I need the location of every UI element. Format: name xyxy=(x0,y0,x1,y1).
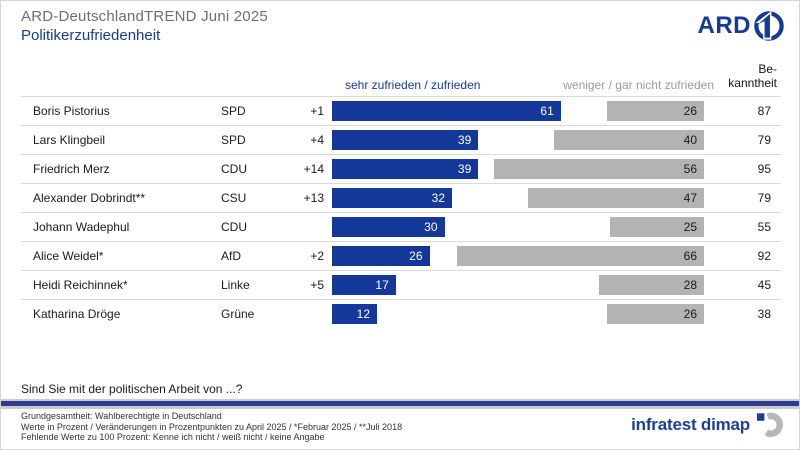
bekanntheit-value: 87 xyxy=(757,104,771,118)
bekanntheit-value: 79 xyxy=(757,133,771,147)
table-row: Heidi Reichinnek* Linke +5 17 28 45 xyxy=(21,270,781,299)
table-row: Johann Wadephul CDU 30 25 55 xyxy=(21,212,781,241)
unsatisfied-bar: 26 xyxy=(606,304,704,324)
bekanntheit-value: 45 xyxy=(757,278,771,292)
footnote-line: Grundgesamtheit: Wahlberechtigte in Deut… xyxy=(21,411,222,421)
satisfied-bar: 30 xyxy=(332,217,445,237)
bar-track: 17 28 xyxy=(332,275,704,295)
table-row: Alexander Dobrindt** CSU +13 32 47 79 xyxy=(21,183,781,212)
bar-track: 61 26 xyxy=(332,101,704,121)
politician-name: Alexander Dobrindt** xyxy=(33,191,146,205)
satisfied-value: 61 xyxy=(540,104,554,118)
change-value: +5 xyxy=(310,278,324,292)
page-subtitle: Politikerzufriedenheit xyxy=(21,27,161,44)
table-row: Alice Weidel* AfD +2 26 66 92 xyxy=(21,241,781,270)
survey-question: Sind Sie mit der politischen Arbeit von … xyxy=(21,382,243,396)
unsatisfied-bar: 25 xyxy=(610,217,704,237)
party-label: CDU xyxy=(221,220,247,234)
footnote-line: Werte in Prozent / Veränderungen in Proz… xyxy=(21,421,403,432)
satisfied-value: 26 xyxy=(409,249,423,263)
unsatisfied-bar: 28 xyxy=(599,275,704,295)
column-header-bekanntheit: Be- kanntheit xyxy=(728,62,777,90)
change-value: +4 xyxy=(310,133,324,147)
footer-divider xyxy=(1,399,799,409)
party-label: Linke xyxy=(221,278,250,292)
unsatisfied-value: 47 xyxy=(683,191,697,205)
column-header-bekanntheit-line2: kanntheit xyxy=(728,75,777,90)
satisfied-value: 39 xyxy=(457,133,472,147)
politician-name: Heidi Reichinnek* xyxy=(33,278,128,292)
unsatisfied-value: 56 xyxy=(683,162,697,176)
footnote-line: Fehlende Werte zu 100 Prozent: Kenne ich… xyxy=(21,432,325,442)
bekanntheit-value: 38 xyxy=(757,307,771,321)
satisfied-bar: 61 xyxy=(332,101,561,121)
bar-track: 26 66 xyxy=(332,246,704,266)
party-label: Grüne xyxy=(221,307,255,321)
change-value: +1 xyxy=(310,104,324,118)
change-value: +2 xyxy=(310,249,324,263)
unsatisfied-value: 28 xyxy=(683,278,697,292)
unsatisfied-bar: 56 xyxy=(494,159,704,179)
bar-track: 39 56 xyxy=(332,159,704,179)
politician-rows: Boris Pistorius SPD +1 61 26 87 Lars Klingbeil… xyxy=(21,96,781,328)
party-label: CDU xyxy=(221,162,247,176)
unsatisfied-bar: 47 xyxy=(527,188,704,208)
unsatisfied-value: 66 xyxy=(683,249,697,263)
bekanntheit-value: 55 xyxy=(757,220,771,234)
unsatisfied-bar: 40 xyxy=(554,130,704,150)
bar-track: 30 25 xyxy=(332,217,704,237)
unsatisfied-value: 40 xyxy=(683,133,697,147)
satisfied-bar: 39 xyxy=(332,130,479,150)
politician-name: Katharina Dröge xyxy=(33,307,121,321)
bar-track: 12 26 xyxy=(332,304,704,324)
politician-name: Alice Weidel* xyxy=(33,249,104,263)
party-label: SPD xyxy=(221,133,246,147)
ard-logo: ARD xyxy=(698,9,786,42)
change-value: +13 xyxy=(303,191,324,205)
politician-name: Johann Wadephul xyxy=(33,220,130,234)
politician-name: Boris Pistorius xyxy=(33,104,110,118)
satisfied-value: 39 xyxy=(457,162,472,176)
infratest-dimap-icon xyxy=(756,412,784,437)
satisfied-bar: 17 xyxy=(332,275,396,295)
footnotes: Grundgesamtheit: Wahlberechtigte in Deut… xyxy=(21,411,402,443)
column-header-bekanntheit-line1: Be- xyxy=(758,62,777,76)
table-row: Boris Pistorius SPD +1 61 26 87 xyxy=(21,96,781,125)
satisfied-bar: 32 xyxy=(332,188,452,208)
party-label: CSU xyxy=(221,191,247,205)
infratest-dimap-text: infratest dimap xyxy=(631,414,750,434)
politician-name: Lars Klingbeil xyxy=(33,133,106,147)
bekanntheit-value: 92 xyxy=(757,249,771,263)
satisfied-bar: 39 xyxy=(332,159,479,179)
table-row: Katharina Dröge Grüne 12 26 38 xyxy=(21,299,781,328)
satisfied-value: 12 xyxy=(356,307,370,321)
politician-name: Friedrich Merz xyxy=(33,162,110,176)
unsatisfied-bar: 66 xyxy=(456,246,704,266)
bar-track: 32 47 xyxy=(332,188,704,208)
column-header-unsatisfied: weniger / gar nicht zufrieden xyxy=(563,78,714,92)
table-row: Lars Klingbeil SPD +4 39 40 79 xyxy=(21,125,781,154)
change-value: +14 xyxy=(303,162,324,176)
bar-track: 39 40 xyxy=(332,130,704,150)
satisfied-value: 17 xyxy=(375,278,389,292)
ard-das-erste-icon xyxy=(752,9,785,42)
ard-logo-text: ARD xyxy=(697,11,751,39)
table-row: Friedrich Merz CDU +14 39 56 95 xyxy=(21,154,781,183)
page-title: ARD-DeutschlandTREND Juni 2025 xyxy=(21,8,268,25)
unsatisfied-bar: 26 xyxy=(606,101,704,121)
bekanntheit-value: 95 xyxy=(757,162,771,176)
bekanntheit-value: 79 xyxy=(757,191,771,205)
unsatisfied-value: 26 xyxy=(683,104,697,118)
unsatisfied-value: 26 xyxy=(683,307,697,321)
unsatisfied-value: 25 xyxy=(683,220,697,234)
infratest-dimap-logo: infratest dimap xyxy=(631,412,784,437)
satisfied-value: 30 xyxy=(424,220,438,234)
column-header-satisfied: sehr zufrieden / zufrieden xyxy=(345,78,481,92)
satisfied-bar: 12 xyxy=(332,304,377,324)
satisfied-bar: 26 xyxy=(332,246,430,266)
party-label: AfD xyxy=(221,249,242,263)
party-label: SPD xyxy=(221,104,246,118)
satisfied-value: 32 xyxy=(431,191,445,205)
